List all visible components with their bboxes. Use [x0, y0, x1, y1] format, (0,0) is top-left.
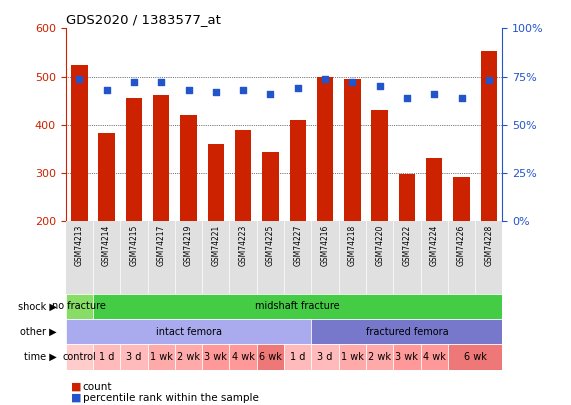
- FancyBboxPatch shape: [366, 344, 393, 370]
- Bar: [481, 51, 497, 221]
- Bar: [262, 152, 279, 221]
- Text: GSM74222: GSM74222: [403, 225, 412, 266]
- FancyBboxPatch shape: [66, 294, 93, 319]
- Text: ■: ■: [71, 393, 82, 403]
- Text: 6 wk: 6 wk: [464, 352, 486, 362]
- FancyBboxPatch shape: [93, 344, 120, 370]
- Bar: [98, 132, 115, 221]
- Point: [102, 87, 111, 93]
- Text: GSM74219: GSM74219: [184, 225, 193, 266]
- FancyBboxPatch shape: [339, 344, 366, 370]
- Text: midshaft fracture: midshaft fracture: [255, 301, 340, 311]
- Bar: [344, 79, 360, 221]
- FancyBboxPatch shape: [311, 344, 339, 370]
- Text: intact femora: intact femora: [155, 326, 222, 337]
- Bar: [371, 110, 388, 221]
- Bar: [399, 174, 415, 221]
- Text: GSM74215: GSM74215: [130, 225, 138, 266]
- Text: 2 wk: 2 wk: [368, 352, 391, 362]
- Point: [429, 91, 439, 97]
- Text: 4 wk: 4 wk: [423, 352, 445, 362]
- Point: [266, 91, 275, 97]
- Text: 3 d: 3 d: [317, 352, 333, 362]
- Point: [457, 94, 466, 101]
- Bar: [235, 130, 251, 221]
- Bar: [426, 158, 443, 221]
- FancyBboxPatch shape: [230, 344, 257, 370]
- Point: [130, 79, 139, 85]
- FancyBboxPatch shape: [311, 319, 502, 344]
- FancyBboxPatch shape: [147, 344, 175, 370]
- Bar: [180, 115, 196, 221]
- Text: GSM74220: GSM74220: [375, 225, 384, 266]
- Bar: [153, 95, 170, 221]
- Text: 2 wk: 2 wk: [177, 352, 200, 362]
- FancyBboxPatch shape: [257, 344, 284, 370]
- Bar: [317, 77, 333, 221]
- Point: [403, 94, 412, 101]
- Bar: [453, 177, 470, 221]
- Text: 1 d: 1 d: [290, 352, 305, 362]
- Text: GSM74213: GSM74213: [75, 225, 84, 266]
- Point: [348, 79, 357, 85]
- Bar: [289, 119, 306, 221]
- Text: 6 wk: 6 wk: [259, 352, 282, 362]
- Text: shock ▶: shock ▶: [18, 301, 57, 311]
- Point: [375, 83, 384, 90]
- Text: count: count: [83, 382, 112, 392]
- Text: ■: ■: [71, 382, 82, 392]
- Point: [239, 87, 248, 93]
- Text: 1 wk: 1 wk: [150, 352, 172, 362]
- Text: time ▶: time ▶: [24, 352, 57, 362]
- Text: 1 wk: 1 wk: [341, 352, 364, 362]
- Bar: [208, 144, 224, 221]
- Point: [293, 85, 302, 92]
- Text: no fracture: no fracture: [53, 301, 106, 311]
- FancyBboxPatch shape: [175, 344, 202, 370]
- Text: GSM74227: GSM74227: [293, 225, 302, 266]
- Text: 3 wk: 3 wk: [204, 352, 227, 362]
- FancyBboxPatch shape: [202, 344, 230, 370]
- FancyBboxPatch shape: [66, 344, 93, 370]
- Text: GSM74228: GSM74228: [484, 225, 493, 266]
- Text: GSM74217: GSM74217: [156, 225, 166, 266]
- Text: fractured femora: fractured femora: [365, 326, 448, 337]
- FancyBboxPatch shape: [120, 344, 147, 370]
- FancyBboxPatch shape: [393, 344, 421, 370]
- Text: GSM74221: GSM74221: [211, 225, 220, 266]
- Text: GSM74225: GSM74225: [266, 225, 275, 266]
- FancyBboxPatch shape: [284, 344, 311, 370]
- Text: GDS2020 / 1383577_at: GDS2020 / 1383577_at: [66, 13, 220, 26]
- Point: [484, 77, 493, 84]
- FancyBboxPatch shape: [421, 344, 448, 370]
- Text: GSM74224: GSM74224: [430, 225, 439, 266]
- Text: other ▶: other ▶: [21, 326, 57, 337]
- Text: 1 d: 1 d: [99, 352, 114, 362]
- Text: GSM74216: GSM74216: [320, 225, 329, 266]
- Text: percentile rank within the sample: percentile rank within the sample: [83, 393, 259, 403]
- Point: [184, 87, 193, 93]
- Bar: [71, 65, 87, 221]
- Text: GSM74214: GSM74214: [102, 225, 111, 266]
- FancyBboxPatch shape: [448, 344, 502, 370]
- FancyBboxPatch shape: [66, 319, 311, 344]
- Text: 4 wk: 4 wk: [232, 352, 255, 362]
- Text: 3 wk: 3 wk: [396, 352, 419, 362]
- Bar: [126, 98, 142, 221]
- Text: GSM74226: GSM74226: [457, 225, 466, 266]
- FancyBboxPatch shape: [93, 294, 502, 319]
- Text: GSM74223: GSM74223: [239, 225, 248, 266]
- Point: [156, 79, 166, 85]
- Text: 3 d: 3 d: [126, 352, 142, 362]
- Point: [211, 89, 220, 95]
- Point: [320, 75, 329, 82]
- Point: [75, 75, 84, 82]
- Text: control: control: [62, 352, 96, 362]
- Text: GSM74218: GSM74218: [348, 225, 357, 266]
